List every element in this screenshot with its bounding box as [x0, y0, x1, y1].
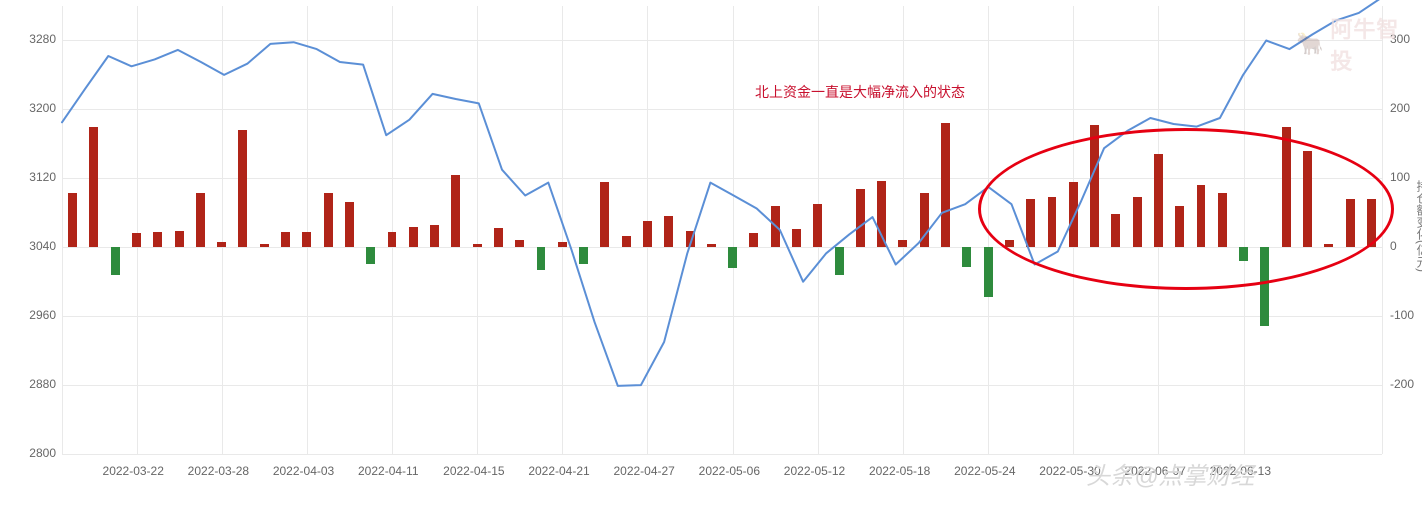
- watermark-logo-text: 阿牛智投: [1330, 12, 1422, 76]
- yright-axis-title: 持仓额变化(亿元): [1414, 180, 1422, 272]
- annotation-text: 北上资金一直是大幅净流入的状态: [755, 82, 965, 102]
- combo-chart: 2800288029603040312032003280-200-1000100…: [0, 0, 1422, 507]
- watermark-logo: 🐂阿牛智投: [1296, 12, 1422, 76]
- watermark-footer: 头条@点掌财经: [1086, 456, 1254, 491]
- highlight-ellipse: [978, 128, 1394, 290]
- bull-icon: 🐂: [1296, 31, 1324, 57]
